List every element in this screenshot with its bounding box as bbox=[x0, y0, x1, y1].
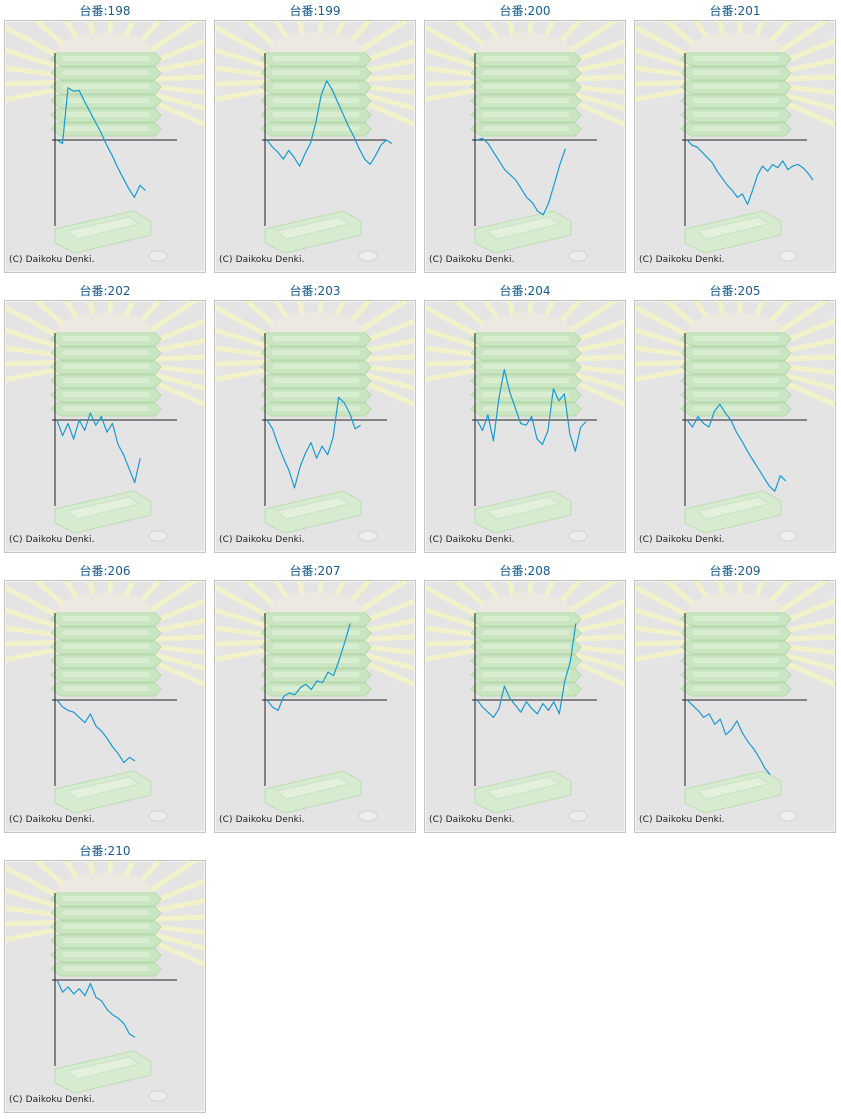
series-line bbox=[476, 137, 566, 216]
line-chart bbox=[635, 581, 835, 822]
chart-panel[interactable]: (C) Daikoku Denki. bbox=[424, 300, 626, 553]
chart-cell: 台番:207 (C) Daikoku Denki. bbox=[213, 560, 417, 834]
machine-title-link[interactable]: 台番:207 bbox=[289, 564, 341, 578]
line-chart bbox=[635, 21, 835, 262]
background-illustration bbox=[635, 301, 835, 542]
copyright-label: (C) Daikoku Denki. bbox=[9, 815, 95, 825]
machine-title-link[interactable]: 台番:209 bbox=[709, 564, 761, 578]
chart-panel[interactable]: (C) Daikoku Denki. bbox=[214, 300, 416, 553]
chart-cell: 台番:206 (C) Daikoku Denki. bbox=[3, 560, 207, 834]
machine-title-link[interactable]: 台番:198 bbox=[79, 4, 131, 18]
series-line bbox=[266, 623, 351, 711]
chart-panel[interactable]: (C) Daikoku Denki. bbox=[214, 20, 416, 273]
machine-title-link[interactable]: 台番:199 bbox=[289, 4, 341, 18]
chart-panel[interactable]: (C) Daikoku Denki. bbox=[4, 300, 206, 553]
machine-title-link[interactable]: 台番:203 bbox=[289, 284, 341, 298]
line-chart bbox=[5, 581, 205, 822]
chart-panel[interactable]: (C) Daikoku Denki. bbox=[634, 580, 836, 833]
series-line bbox=[476, 368, 587, 452]
series-line bbox=[266, 80, 393, 167]
line-chart bbox=[425, 21, 625, 262]
machine-title-link[interactable]: 台番:201 bbox=[709, 4, 761, 18]
background-illustration bbox=[635, 21, 835, 262]
copyright-label: (C) Daikoku Denki. bbox=[219, 535, 305, 545]
machine-title-link[interactable]: 台番:204 bbox=[499, 284, 551, 298]
copyright-label: (C) Daikoku Denki. bbox=[639, 535, 725, 545]
line-chart bbox=[5, 301, 205, 542]
series-line bbox=[56, 87, 146, 198]
chart-cell: 台番:204 (C) Daikoku Denki. bbox=[423, 280, 627, 554]
line-chart bbox=[425, 581, 625, 822]
machine-title-link[interactable]: 台番:206 bbox=[79, 564, 131, 578]
series-line bbox=[686, 139, 814, 205]
chart-cell: 台番:208 (C) Daikoku Denki. bbox=[423, 560, 627, 834]
background-illustration bbox=[5, 301, 205, 542]
machine-title-link[interactable]: 台番:205 bbox=[709, 284, 761, 298]
chart-panel[interactable]: (C) Daikoku Denki. bbox=[634, 20, 836, 273]
chart-panel[interactable]: (C) Daikoku Denki. bbox=[214, 580, 416, 833]
copyright-label: (C) Daikoku Denki. bbox=[639, 815, 725, 825]
background-illustration bbox=[425, 581, 625, 822]
background-illustration bbox=[425, 301, 625, 542]
background-illustration bbox=[425, 21, 625, 262]
machine-title-link[interactable]: 台番:208 bbox=[499, 564, 551, 578]
background-illustration bbox=[215, 301, 415, 542]
chart-panel[interactable]: (C) Daikoku Denki. bbox=[4, 860, 206, 1113]
series-line bbox=[56, 412, 141, 484]
series-line bbox=[686, 699, 771, 776]
line-chart bbox=[5, 21, 205, 262]
chart-panel[interactable]: (C) Daikoku Denki. bbox=[424, 580, 626, 833]
chart-panel[interactable]: (C) Daikoku Denki. bbox=[424, 20, 626, 273]
copyright-label: (C) Daikoku Denki. bbox=[639, 255, 725, 265]
chart-panel[interactable]: (C) Daikoku Denki. bbox=[634, 300, 836, 553]
copyright-label: (C) Daikoku Denki. bbox=[219, 815, 305, 825]
background-illustration bbox=[5, 861, 205, 1102]
copyright-label: (C) Daikoku Denki. bbox=[429, 535, 515, 545]
line-chart bbox=[425, 301, 625, 542]
background-illustration bbox=[215, 581, 415, 822]
chart-cell: 台番:198 (C) Daikoku Denki. bbox=[3, 0, 207, 274]
chart-cell: 台番:201 (C) Daikoku Denki. bbox=[633, 0, 837, 274]
copyright-label: (C) Daikoku Denki. bbox=[9, 255, 95, 265]
background-illustration bbox=[215, 21, 415, 262]
chart-cell: 台番:200 (C) Daikoku Denki. bbox=[423, 0, 627, 274]
background-illustration bbox=[5, 21, 205, 262]
chart-panel[interactable]: (C) Daikoku Denki. bbox=[4, 20, 206, 273]
chart-cell: 台番:199 (C) Daikoku Denki. bbox=[213, 0, 417, 274]
machine-title-link[interactable]: 台番:200 bbox=[499, 4, 551, 18]
chart-cell: 台番:210 (C) Daikoku Denki. bbox=[3, 840, 207, 1114]
line-chart bbox=[215, 581, 415, 822]
series-line bbox=[686, 403, 787, 492]
line-chart bbox=[215, 21, 415, 262]
chart-cell: 台番:205 (C) Daikoku Denki. bbox=[633, 280, 837, 554]
series-line bbox=[56, 699, 136, 764]
copyright-label: (C) Daikoku Denki. bbox=[219, 255, 305, 265]
series-line bbox=[56, 979, 136, 1038]
chart-cell: 台番:202 (C) Daikoku Denki. bbox=[3, 280, 207, 554]
chart-panel[interactable]: (C) Daikoku Denki. bbox=[4, 580, 206, 833]
copyright-label: (C) Daikoku Denki. bbox=[429, 255, 515, 265]
chart-cell: 台番:203 (C) Daikoku Denki. bbox=[213, 280, 417, 554]
series-line bbox=[266, 396, 361, 489]
background-illustration bbox=[635, 581, 835, 822]
series-line bbox=[476, 623, 577, 718]
line-chart bbox=[635, 301, 835, 542]
machine-title-link[interactable]: 台番:202 bbox=[79, 284, 131, 298]
machine-title-link[interactable]: 台番:210 bbox=[79, 844, 131, 858]
chart-cell: 台番:209 (C) Daikoku Denki. bbox=[633, 560, 837, 834]
copyright-label: (C) Daikoku Denki. bbox=[9, 535, 95, 545]
copyright-label: (C) Daikoku Denki. bbox=[9, 1095, 95, 1105]
copyright-label: (C) Daikoku Denki. bbox=[429, 815, 515, 825]
background-illustration bbox=[5, 581, 205, 822]
line-chart bbox=[5, 861, 205, 1102]
line-chart bbox=[215, 301, 415, 542]
